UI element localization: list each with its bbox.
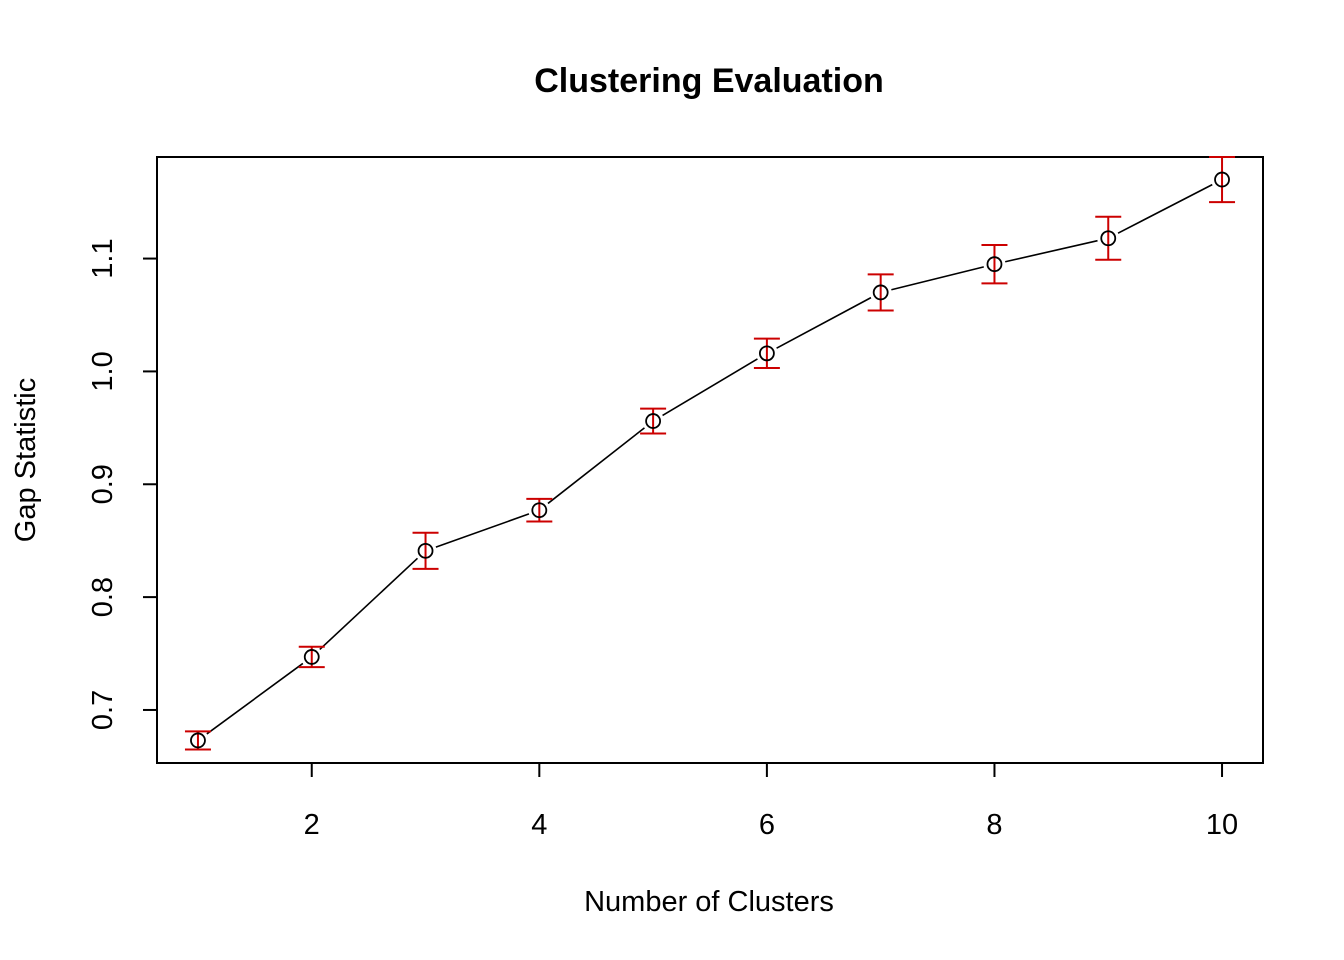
error-bar (640, 407, 667, 435)
error-bar (184, 730, 211, 751)
error-bar (981, 244, 1008, 285)
x-tick-label: 4 (531, 809, 547, 841)
data-point (1214, 171, 1230, 188)
error-bar (412, 531, 439, 570)
x-tick-label: 6 (759, 809, 775, 841)
series-line-segment (319, 557, 419, 651)
data-point (1100, 230, 1117, 247)
error-bar (1209, 156, 1236, 204)
data-point (303, 649, 320, 665)
data-point (758, 345, 775, 362)
data-point (531, 502, 548, 519)
data-point (645, 413, 662, 429)
y-tick-label: 0.9 (87, 464, 119, 504)
series-line-segment (547, 427, 645, 505)
data-point (417, 542, 434, 559)
chart-title: Clustering Evaluation (534, 62, 884, 100)
y-axis: 0.7 0.8 0.9 1.0 1.1 (87, 238, 157, 730)
data-point (872, 284, 889, 301)
plot-frame (156, 156, 1264, 764)
data-point (986, 256, 1003, 273)
x-tick-label: 2 (304, 809, 320, 841)
series-line-segment (662, 358, 758, 417)
error-bar (753, 337, 780, 370)
data-point (190, 732, 206, 749)
y-tick-label: 1.1 (87, 238, 119, 278)
data-points (190, 171, 1230, 749)
y-axis-label: Gap Statistic (10, 378, 42, 542)
x-tick-label: 8 (986, 809, 1002, 841)
series-line-segment (776, 296, 872, 349)
series-line-segment (891, 266, 984, 291)
series-line-segment (1117, 183, 1213, 234)
y-tick-label: 1.0 (87, 351, 119, 391)
series-lines (206, 183, 1213, 735)
x-axis: 2 4 6 8 10 (304, 763, 1238, 841)
y-tick-label: 0.7 (87, 690, 119, 730)
error-bar (1095, 215, 1122, 261)
error-bar (867, 273, 894, 312)
series-line-segment (435, 513, 530, 548)
series-line-segment (1005, 239, 1098, 263)
x-axis-label: Number of Clusters (584, 886, 834, 918)
series-line-segment (206, 662, 304, 735)
x-tick-label: 10 (1206, 809, 1238, 841)
y-tick-label: 0.8 (87, 577, 119, 617)
